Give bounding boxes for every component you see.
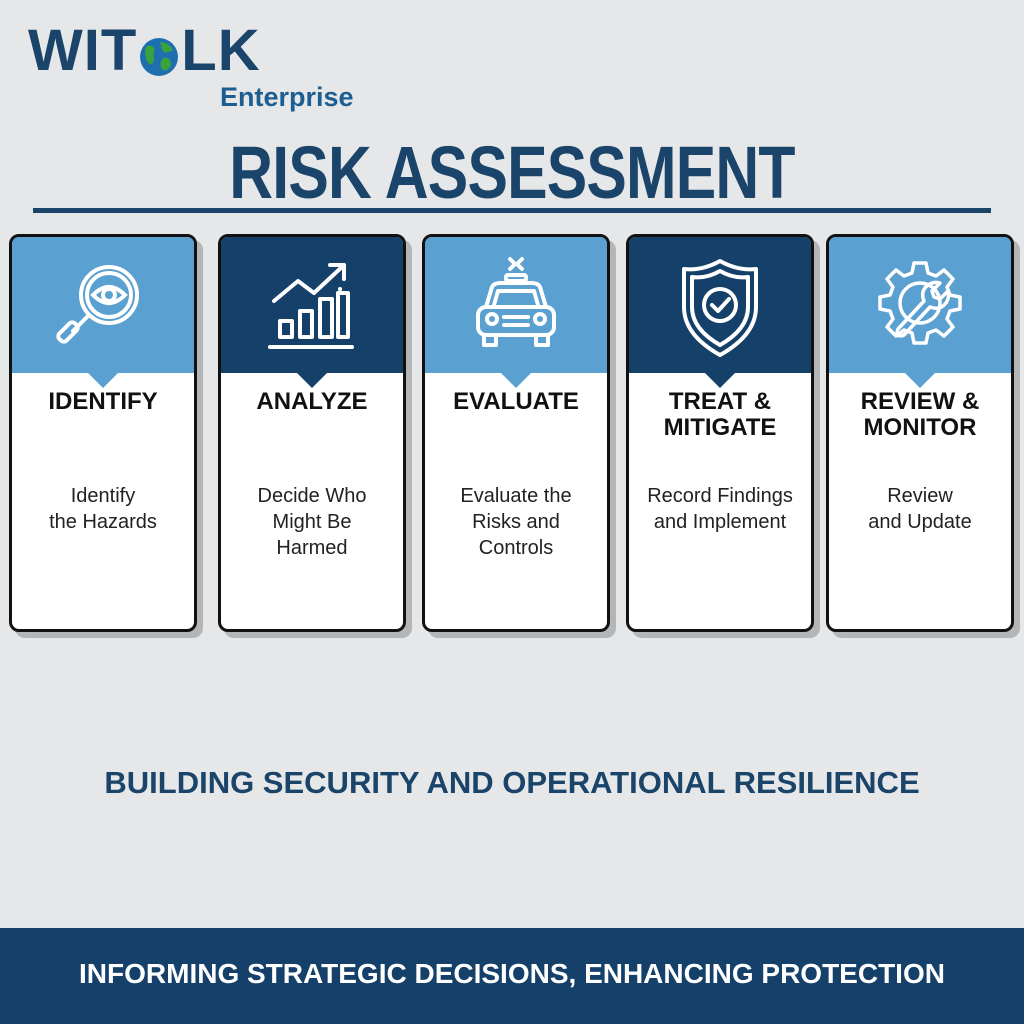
step-title: EVALUATE (453, 388, 579, 415)
step-card-treat-mitigate: TREAT & MITIGATE Record Findings and Imp… (626, 234, 814, 632)
shield-check-icon (668, 255, 772, 359)
brand-name-part2: LK (181, 18, 261, 83)
tagline: BUILDING SECURITY AND OPERATIONAL RESILI… (104, 765, 920, 800)
magnifier-eye-icon (51, 255, 155, 359)
footer-banner: INFORMING STRATEGIC DECISIONS, ENHANCING… (0, 928, 1024, 1024)
step-card-header (221, 237, 403, 388)
step-title: IDENTIFY (48, 388, 158, 415)
brand-wordmark: WIT LK (28, 22, 261, 80)
brand-subtitle: Enterprise (220, 82, 354, 112)
title-divider (33, 208, 991, 213)
step-card-identify: IDENTIFY Identify the Hazards (9, 234, 197, 632)
gear-wrench-icon (868, 255, 972, 359)
step-description: Identify the Hazards (49, 485, 157, 533)
car-icon (464, 255, 568, 359)
step-card-review-monitor: REVIEW & MONITOR Review and Update (826, 234, 1014, 632)
step-description: Decide Who Might Be Harmed (257, 485, 367, 559)
step-title: REVIEW & MONITOR (860, 388, 980, 441)
brand-logo: WIT LK Enterprise (28, 22, 354, 113)
footer-text: INFORMING STRATEGIC DECISIONS, ENHANCING… (79, 958, 945, 989)
step-title: ANALYZE (256, 388, 368, 415)
step-description: Record Findings and Implement (647, 485, 793, 533)
step-card-header (12, 237, 194, 388)
step-card-analyze: ANALYZE Decide Who Might Be Harmed (218, 234, 406, 632)
step-description: Review and Update (868, 485, 972, 533)
growth-chart-icon (260, 255, 364, 359)
brand-name-part1: WIT (28, 18, 138, 83)
step-card-evaluate: EVALUATE Evaluate the Risks and Controls (422, 234, 610, 632)
page-title: RISK ASSESSMENT (229, 131, 795, 214)
step-description: Evaluate the Risks and Controls (460, 485, 572, 559)
step-title: TREAT & MITIGATE (663, 388, 777, 441)
globe-icon (138, 30, 180, 76)
